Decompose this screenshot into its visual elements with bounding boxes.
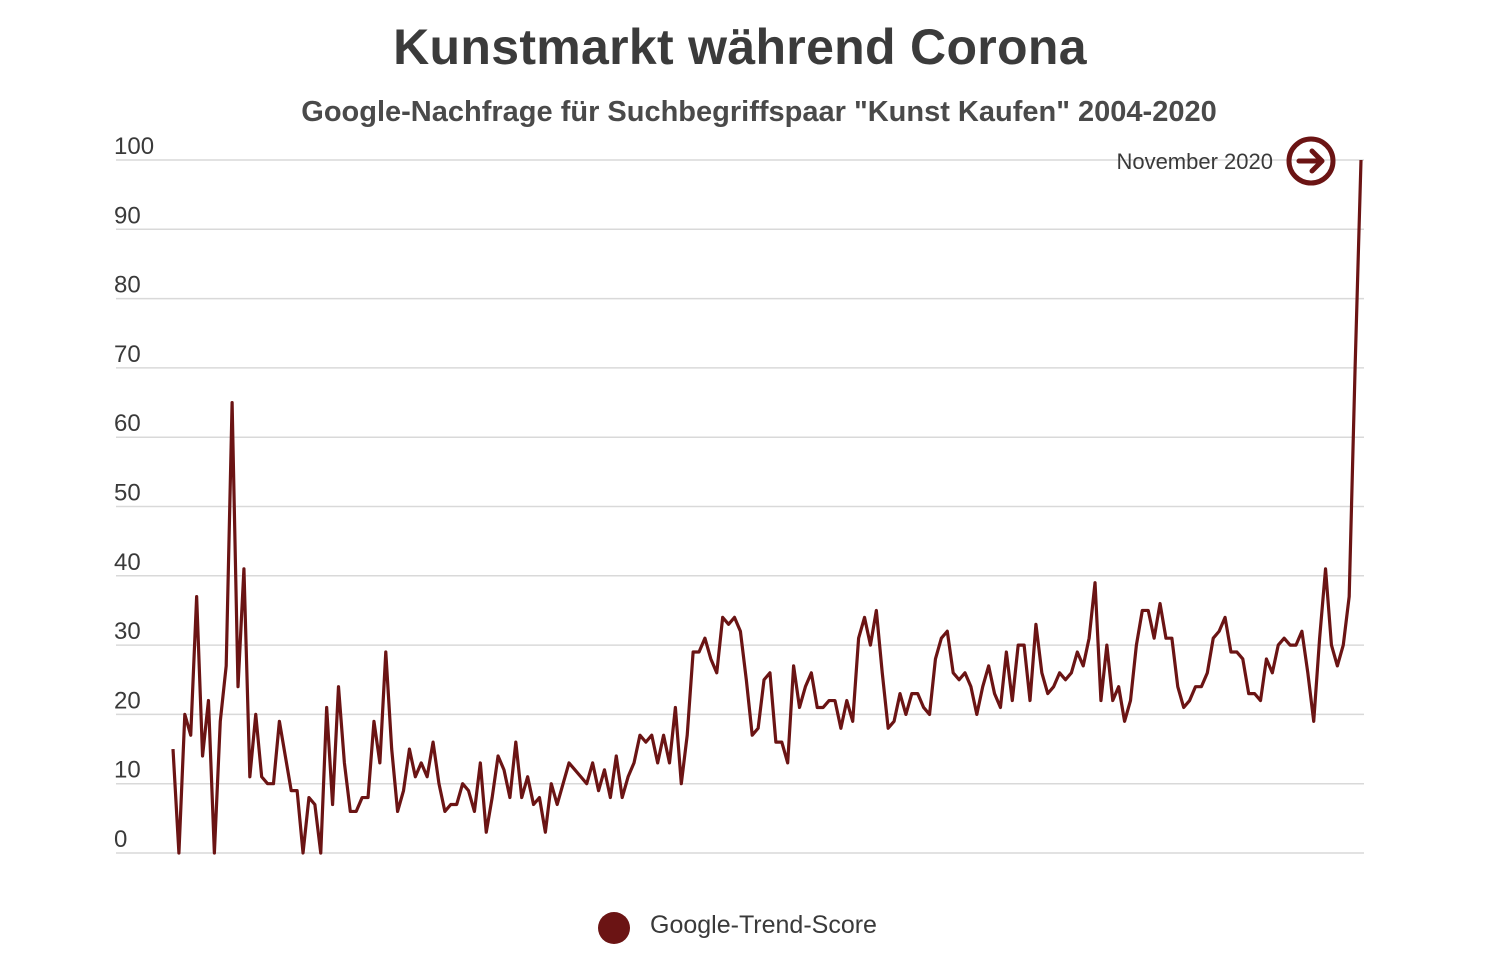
y-axis-tick-labels: 0 10 20 30 40 50 60 70 80 90 100 [114,133,154,853]
y-tick-label: 40 [114,549,141,576]
y-tick-label: 100 [114,133,154,160]
y-tick-label: 0 [114,826,127,853]
y-tick-label: 20 [114,687,141,714]
gridlines [116,159,1364,854]
y-tick-label: 90 [114,202,141,229]
y-tick-label: 10 [114,757,141,784]
legend-marker [598,912,630,944]
arrow-right-circle-icon [1286,136,1336,186]
y-tick-label: 50 [114,480,141,507]
series-layer [171,159,1363,855]
series-line-0 [171,159,1363,855]
y-tick-label: 60 [114,410,141,437]
y-tick-label: 30 [114,618,141,645]
chart-title: Kunstmarkt während Corona [393,19,1087,75]
y-tick-label: 80 [114,272,141,299]
chart-subtitle: Google-Nachfrage für Suchbegriffspaar "K… [301,96,1217,128]
annotation: November 2020 [1116,136,1336,186]
legend-label: Google-Trend-Score [650,911,877,939]
y-tick-label: 70 [114,341,141,368]
legend: Google-Trend-Score [0,908,1502,948]
annotation-label: November 2020 [1116,149,1273,174]
